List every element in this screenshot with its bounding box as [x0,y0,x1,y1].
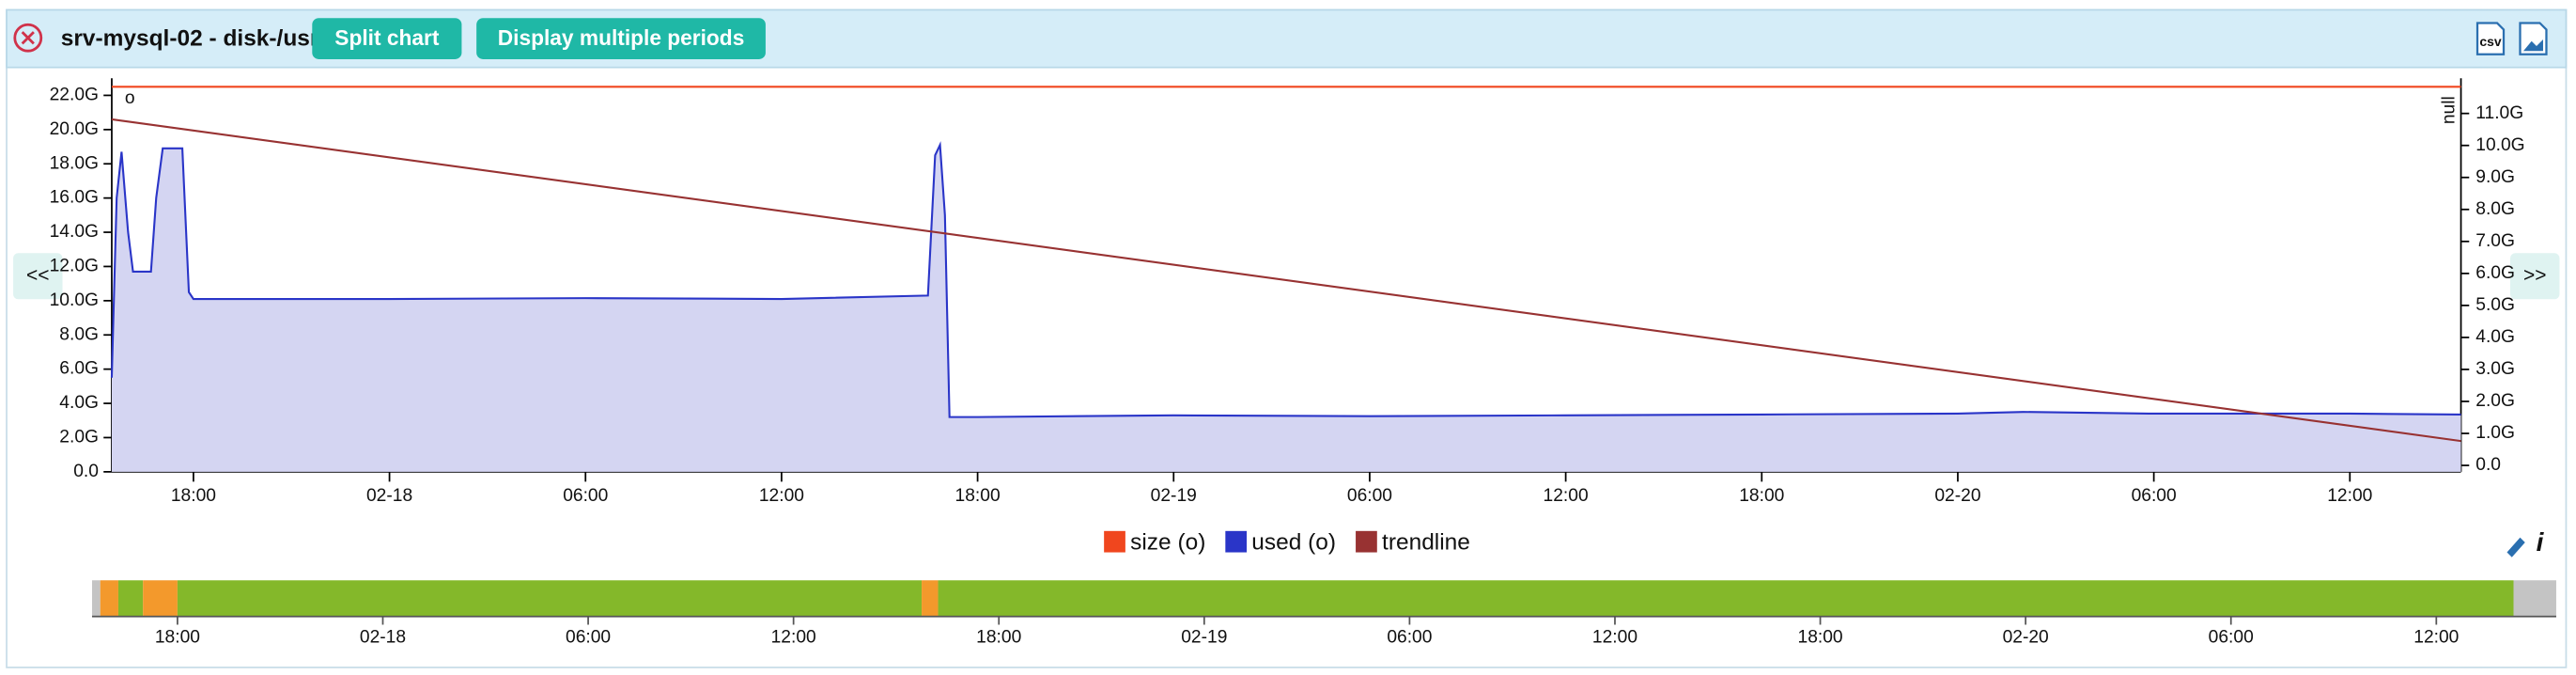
x-tick-label: 18:00 [955,486,1001,506]
y-tick-label: 6.0G [59,359,99,379]
y-tick-label: 0.0 [73,462,99,481]
multiple-periods-button[interactable] [476,18,766,59]
x-tick-label: 12:00 [1544,486,1589,506]
navigator-tick-label: 06:00 [566,628,611,648]
navigator-tick-label: 06:00 [2209,628,2254,648]
x-tick-label: 06:00 [1347,486,1392,506]
line [110,141,2461,418]
next-button[interactable] [2510,253,2560,300]
y2-tick-label: 8.0G [2475,199,2515,219]
csv-label[interactable]: csv [2479,34,2502,49]
y2-tick-label: 3.0G [2475,359,2515,379]
next-label[interactable]: >> [2523,264,2547,286]
left-axis-label: o [125,88,135,108]
y-tick-label: 16.0G [50,188,99,208]
y-tick-label: 10.0G [50,290,99,310]
legend-swatch [1225,530,1248,553]
header-title: srv-mysql-02 - disk-/usr [61,25,319,51]
y2-tick-label: 9.0G [2475,167,2515,187]
y-tick-label: 18.0G [50,153,99,173]
x-tick-label: 02-18 [366,486,412,506]
prev-button[interactable] [13,253,63,300]
prev-label[interactable]: << [26,264,50,286]
info-icon[interactable]: i [2537,527,2545,557]
navigator-tick-label: 12:00 [1592,628,1637,648]
navigator-tick-label: 18:00 [976,628,1021,648]
y-tick-label: 8.0G [59,324,99,344]
x-tick-label: 18:00 [171,486,216,506]
image-icon[interactable] [2519,22,2548,55]
y2-tick-label: 1.0G [2475,423,2515,443]
split-chart-button[interactable] [312,18,462,59]
x-tick-label: 02-20 [1934,486,1980,506]
y2-tick-label: 0.0 [2475,455,2501,475]
y-tick-label: 14.0G [50,222,99,242]
y-tick-label: 2.0G [59,428,99,447]
navigator-tick-label: 12:00 [771,628,816,648]
y2-tick-label: 4.0G [2475,327,2515,347]
area [111,145,2461,472]
y-tick-label: 22.0G [50,86,99,105]
navigator-tick-label: 02-20 [2003,628,2049,648]
y2-tick-label: 6.0G [2475,263,2515,283]
x-tick-label: 12:00 [2327,486,2372,506]
x-tick-label: 18:00 [1739,486,1784,506]
y2-tick-label: 5.0G [2475,295,2515,315]
y-tick-label: 20.0G [50,119,99,139]
y2-tick-label: 11.0G [2475,103,2523,123]
button-label[interactable]: Display multiple periods [498,25,745,50]
edit-icon[interactable] [2506,537,2525,557]
csv-icon[interactable]: csv [2475,22,2506,55]
legend-swatch [1356,530,1377,553]
x-tick-label: 02-19 [1151,486,1197,506]
legend-swatch [1104,530,1125,553]
navigator [91,580,2556,618]
x-tick-label: 06:00 [2132,486,2177,506]
legend-label: trendline [1382,529,1470,555]
right-axis-label: null [2439,96,2459,124]
y2-tick-label: 7.0G [2475,231,2515,251]
y2-tick-label: 2.0G [2475,391,2515,411]
y-tick-label: 12.0G [50,257,99,276]
navigator-tick-label: 02-18 [360,628,406,648]
x-tick-label: 12:00 [759,486,804,506]
navigator-tick-label: 02-19 [1181,628,1227,648]
y2-tick-label: 10.0G [2475,135,2524,155]
x-tick-label: 06:00 [563,486,608,506]
button-label[interactable]: Split chart [334,25,440,50]
navigator-tick-label: 18:00 [155,628,200,648]
navigator-tick-label: 18:00 [1798,628,1843,648]
navigator-tick-label: 12:00 [2413,628,2459,648]
navigator-tick-label: 06:00 [1387,628,1432,648]
close-icon[interactable] [13,23,43,53]
line [111,118,2461,443]
legend-label: used (o) [1251,529,1336,555]
legend-label: size (o) [1130,529,1205,555]
y-tick-label: 4.0G [59,393,99,413]
